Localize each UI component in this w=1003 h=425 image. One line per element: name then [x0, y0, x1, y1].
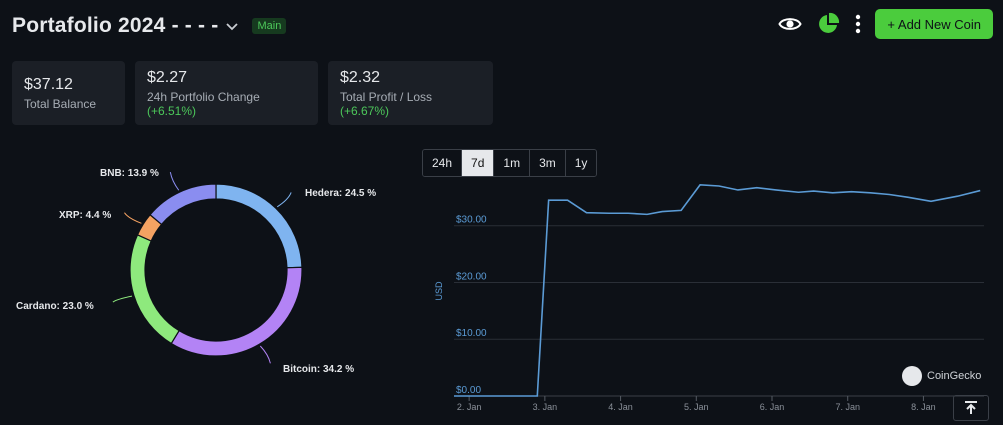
portfolio-change-card: $2.27 24h Portfolio Change (+6.51%): [135, 61, 318, 125]
tab-3m[interactable]: 3m: [530, 150, 566, 176]
profit-loss-value: $2.32: [340, 68, 381, 86]
donut-label-bnb: BNB: 13.9 %: [100, 168, 159, 179]
profit-loss-label-text: Total Profit / Loss: [340, 89, 433, 104]
chevron-down-icon[interactable]: [224, 18, 240, 34]
portfolio-value-line: [454, 184, 981, 397]
timeframe-selector: 24h 7d 1m 3m 1y: [422, 149, 598, 177]
y-tick-label: $30.00: [456, 215, 487, 226]
add-new-coin-button[interactable]: + Add New Coin: [875, 9, 993, 39]
tab-24h[interactable]: 24h: [423, 150, 463, 176]
portfolio-change-label-text: 24h Portfolio Change: [147, 89, 260, 104]
donut-label-cardano: Cardano: 23.0 %: [16, 301, 94, 312]
total-balance-card: $37.12 Total Balance: [12, 61, 125, 125]
main-badge: Main: [252, 18, 287, 34]
profit-loss-percent: (+6.67%): [340, 103, 390, 118]
y-tick-label: $20.00: [456, 271, 487, 282]
portfolio-change-percent: (+6.51%): [147, 103, 197, 118]
portfolio-change-label: 24h Portfolio Change (+6.51%): [147, 90, 306, 118]
header-actions: + Add New Coin: [777, 9, 993, 39]
tab-1m[interactable]: 1m: [494, 150, 531, 176]
total-balance-label: Total Balance: [24, 96, 97, 111]
portfolio-value-line-chart: $0.00 $10.00 $20.00 $30.00 USD 2. Jan 3. Jan 4.…: [434, 184, 984, 412]
profit-loss-card: $2.32 Total Profit / Loss (+6.67%): [328, 61, 493, 125]
donut-connector-hedera: [276, 192, 292, 208]
coingecko-logo-icon: [902, 366, 922, 386]
donut-connector-bnb: [169, 172, 180, 191]
allocation-donut-chart: [112, 172, 303, 364]
donut-connector-xrp: [124, 212, 142, 224]
coingecko-watermark: CoinGecko: [902, 366, 981, 386]
donut-slice-bnb[interactable]: [149, 183, 217, 226]
portfolio-title[interactable]: Portafolio 2024 - - - -: [12, 14, 219, 37]
x-tick-label: 5. Jan: [684, 402, 709, 412]
x-tick-label: 3. Jan: [533, 402, 558, 412]
y-tick-label: $10.00: [456, 328, 487, 339]
x-tick-label: 8. Jan: [911, 402, 936, 412]
eye-icon[interactable]: [777, 11, 803, 37]
donut-label-xrp: XRP: 4.4 %: [59, 210, 112, 221]
portfolio-header: Portafolio 2024 - - - - Main: [12, 8, 287, 44]
stats-row: $37.12 Total Balance $2.27 24h Portfolio…: [12, 61, 493, 125]
more-options-icon[interactable]: [853, 11, 863, 37]
x-tick-label: 4. Jan: [608, 402, 633, 412]
y-axis-label: USD: [434, 281, 444, 301]
profit-loss-label: Total Profit / Loss (+6.67%): [340, 90, 481, 118]
y-tick-label: $0.00: [456, 385, 481, 396]
tab-1y[interactable]: 1y: [565, 150, 597, 176]
arrow-up-icon: [965, 401, 977, 414]
tab-7d[interactable]: 7d: [462, 150, 495, 176]
donut-label-hedera: Hedera: 24.5 %: [305, 188, 377, 199]
scroll-to-top-button[interactable]: [953, 395, 989, 421]
x-tick-label: 7. Jan: [835, 402, 860, 412]
pie-chart-icon[interactable]: [815, 11, 841, 37]
donut-connector-cardano: [112, 295, 133, 303]
portfolio-change-value: $2.27: [147, 68, 188, 86]
donut-slice-bitcoin[interactable]: [170, 266, 303, 357]
total-balance-value: $37.12: [24, 75, 73, 93]
donut-slice-cardano[interactable]: [129, 234, 180, 345]
donut-label-bitcoin: Bitcoin: 34.2 %: [283, 364, 355, 375]
donut-connector-bitcoin: [259, 345, 271, 364]
x-tick-label: 6. Jan: [760, 402, 785, 412]
coingecko-text: CoinGecko: [927, 370, 982, 382]
x-tick-label: 2. Jan: [457, 402, 482, 412]
